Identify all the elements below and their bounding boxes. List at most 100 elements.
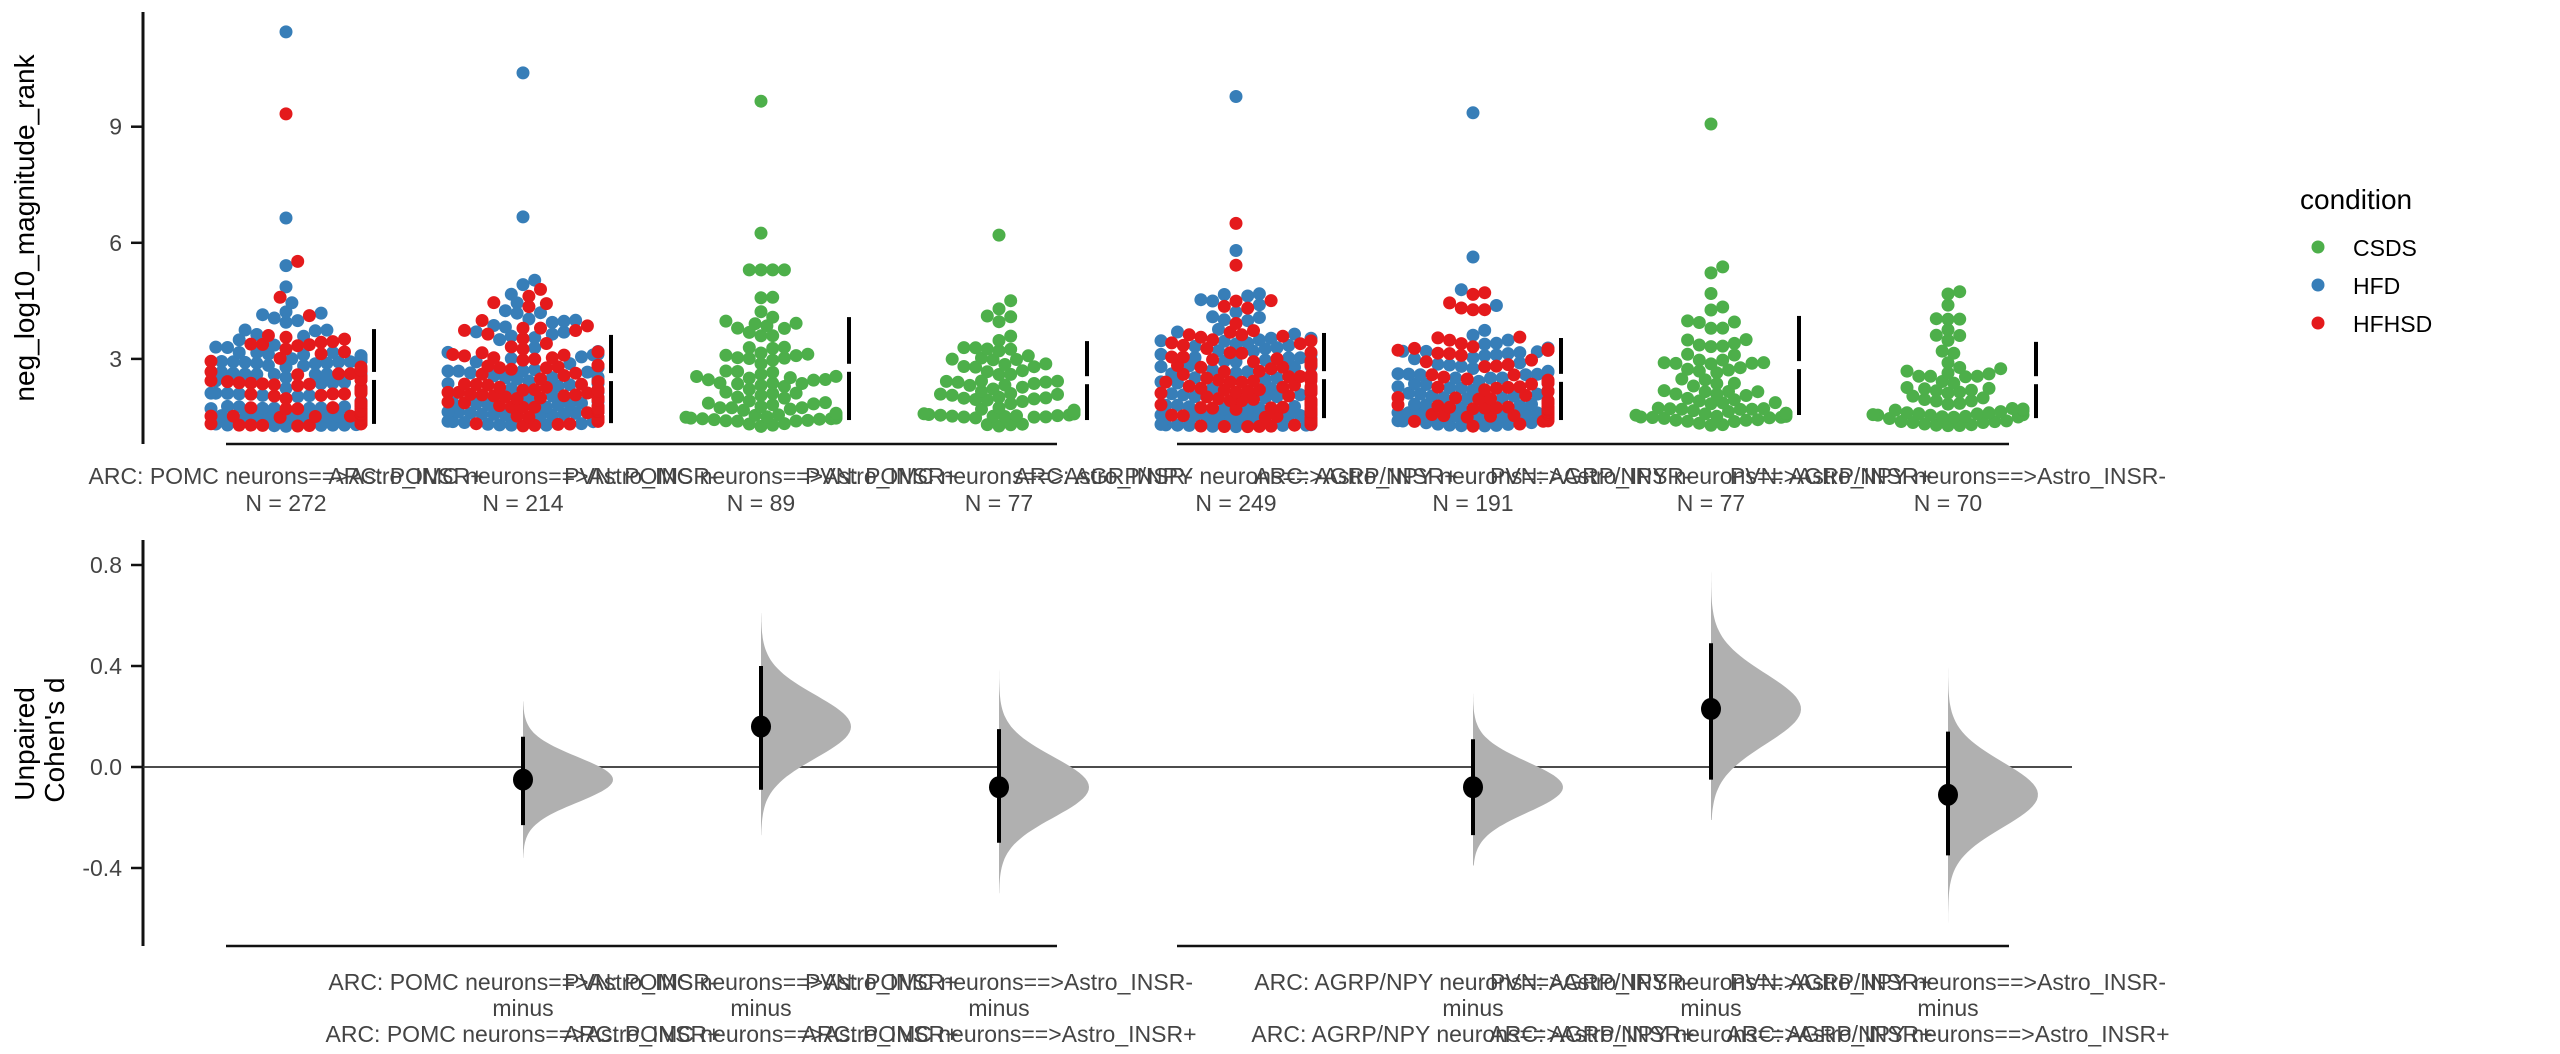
swarm-point-hfd: [1501, 347, 1515, 361]
swarm-point-hfhsd: [1478, 303, 1492, 317]
swarm-point-csds: [1941, 386, 1955, 400]
swarm-point-hfhsd: [1247, 355, 1260, 369]
swarm-panel: 3 6 9 neg_log10_magnitude_rank ARC: POMC n…: [9, 12, 2166, 516]
comparison-test-label: PVN: POMC neurons==>Astro_INSR+: [564, 969, 958, 995]
swarm-point-csds: [813, 412, 826, 426]
swarm-point-hfd: [320, 323, 334, 337]
swarm-point-hfhsd: [314, 335, 328, 349]
legend-marker-hfd: [2311, 278, 2325, 292]
swarm-point-csds: [1657, 384, 1671, 398]
swarm-point-hfd: [1188, 351, 1202, 364]
swarm-point-hfd: [314, 306, 328, 320]
swarm-point-hfhsd: [1176, 338, 1190, 352]
swarm-point-hfhsd: [232, 376, 246, 390]
swarm-point-hfhsd: [534, 282, 547, 296]
swarm-point-hfhsd: [539, 361, 553, 375]
swarm-point-csds: [754, 367, 768, 381]
swarm-point-hfd: [557, 407, 571, 421]
swarm-point-hfd: [1454, 381, 1468, 395]
swarm-point-hfd: [516, 66, 530, 80]
swarm-point-hfd: [1154, 347, 1168, 361]
swarm-point-csds: [795, 377, 809, 390]
swarm-point-hfhsd: [261, 329, 275, 342]
comparison-minus-label: minus: [492, 995, 553, 1021]
swarm-point-hfhsd: [1223, 346, 1237, 360]
swarm-point-hfhsd: [326, 335, 340, 349]
swarm-point-csds: [1727, 376, 1741, 390]
bottom-y-tick-label: 0.4: [90, 653, 122, 679]
swarm-point-hfd: [1466, 351, 1480, 365]
swarm-point-csds: [713, 401, 727, 415]
swarm-point-hfhsd: [1443, 347, 1457, 361]
swarm-point-hfhsd: [1525, 377, 1538, 391]
swarm-point-csds: [1739, 413, 1753, 427]
swarm-point-csds: [1918, 393, 1932, 406]
swarm-point-csds: [1941, 298, 1955, 312]
swarm-point-csds: [789, 316, 803, 330]
swarm-point-hfhsd: [1194, 401, 1208, 415]
swarm-point-csds: [1657, 411, 1671, 425]
sample-size-label: N = 77: [1677, 490, 1745, 516]
swarm-point-hfhsd: [221, 375, 234, 389]
swarm-point-hfhsd: [475, 314, 489, 327]
swarm-point-hfd: [250, 356, 264, 370]
swarm-point-hfhsd: [302, 377, 316, 391]
swarm-point-hfd: [1413, 387, 1427, 401]
swarm-point-hfd: [452, 364, 466, 378]
swarm-point-csds: [1669, 356, 1683, 370]
swarm-point-csds: [1039, 357, 1053, 371]
swarm-point-hfhsd: [291, 402, 305, 416]
swarm-point-hfd: [1171, 418, 1184, 432]
swarm-point-csds: [1681, 333, 1695, 347]
swarm-point-hfhsd: [244, 337, 258, 351]
sample-size-label: N = 89: [727, 490, 795, 516]
swarm-point-csds: [1947, 376, 1961, 390]
swarm-point-hfhsd: [1241, 420, 1255, 434]
swarm-point-hfhsd: [1466, 287, 1480, 301]
swarm-point-hfhsd: [557, 389, 571, 403]
swarm-point-hfd: [1443, 381, 1457, 395]
swarm-point-csds: [742, 394, 756, 408]
swarm-point-csds: [766, 310, 780, 324]
swarm-point-hfhsd: [332, 367, 346, 381]
swarm-point-csds: [1768, 396, 1782, 410]
swarm-point-csds: [731, 377, 745, 391]
legend-label-hfhsd: HFHSD: [2353, 311, 2432, 337]
swarm-point-hfhsd: [1449, 391, 1462, 405]
swarm-point-hfhsd: [1501, 380, 1515, 394]
swarm-point-hfd: [463, 406, 477, 420]
comparison-control-label: ARC: POMC neurons==>Astro_INSR+: [802, 1021, 1197, 1047]
swarm-point-csds: [1004, 342, 1018, 356]
swarm-point-hfhsd: [1408, 341, 1421, 355]
bootstrap-distribution: [1711, 567, 1801, 821]
swarm-point-csds: [1704, 303, 1718, 317]
swarm-point-hfhsd: [469, 417, 483, 431]
swarm-point-csds: [1982, 367, 1996, 381]
swarm-point-csds: [1733, 361, 1747, 375]
swarm-point-csds: [1675, 402, 1689, 416]
swarm-point-hfhsd: [1176, 409, 1190, 423]
swarm-point-hfhsd: [279, 330, 293, 344]
swarm-point-hfhsd: [291, 379, 305, 392]
swarm-point-csds: [1924, 408, 1937, 422]
swarm-point-hfhsd: [302, 309, 316, 323]
legend-marker-hfhsd: [2311, 316, 2325, 330]
swarm-point-csds: [1004, 397, 1018, 411]
swarm-point-hfhsd: [493, 380, 507, 394]
swarm-point-csds: [707, 413, 721, 427]
swarm-point-csds: [980, 309, 994, 323]
swarm-point-hfd: [320, 356, 334, 370]
swarm-point-csds: [975, 374, 988, 388]
swarm-point-hfhsd: [338, 345, 351, 359]
swarm-point-hfd: [1443, 418, 1457, 432]
swarm-point-csds: [1692, 416, 1706, 430]
swarm-point-hfhsd: [1229, 317, 1243, 330]
swarm-point-hfhsd: [545, 351, 559, 365]
bottom-x-tick-labels: ARC: POMC neurons==>Astro_INSR-minusARC:…: [326, 969, 2170, 1047]
swarm-point-hfhsd: [204, 409, 218, 423]
swarm-point-hfhsd: [591, 375, 605, 389]
swarm-point-csds: [992, 419, 1006, 433]
swarm-point-csds: [1935, 410, 1949, 424]
swarm-point-hfhsd: [1454, 337, 1468, 351]
swarm-point-hfhsd: [569, 388, 583, 402]
